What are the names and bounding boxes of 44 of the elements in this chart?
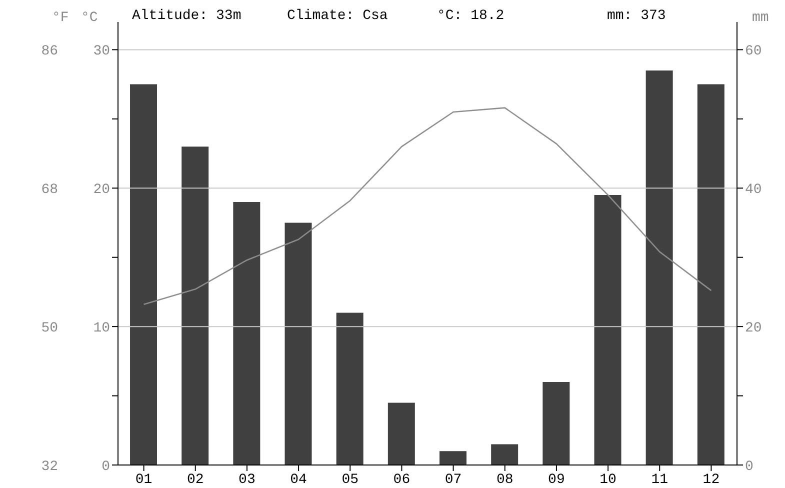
bar	[182, 146, 209, 465]
x-tick-label: 04	[290, 472, 307, 488]
y3-tick-label: 32	[41, 458, 58, 475]
bar	[336, 312, 364, 465]
bar	[542, 382, 570, 465]
y2-axis-title: mm	[752, 10, 769, 26]
bar	[233, 202, 260, 465]
x-tick-label: 12	[702, 472, 720, 488]
x-tick-label: 03	[238, 472, 256, 488]
y-tick-label: 20	[93, 182, 110, 198]
y2-tick-label: 40	[745, 182, 762, 198]
annotation: mm: 373	[607, 8, 667, 24]
y3-axis-title: °F	[52, 10, 69, 26]
x-tick-label: 09	[548, 472, 565, 488]
annotation: Climate: Csa	[287, 8, 389, 24]
y3-tick-label: 86	[41, 44, 58, 60]
x-tick-label: 08	[496, 472, 514, 488]
x-tick-label: 05	[342, 472, 359, 488]
y2-tick-label: 60	[745, 44, 762, 60]
annotation: Altitude: 33m	[132, 8, 242, 24]
x-tick-label: 10	[600, 472, 616, 488]
x-tick-label: 11	[651, 472, 668, 488]
x-tick-label: 01	[135, 472, 152, 488]
x-tick-label: 02	[186, 472, 204, 488]
y-tick-label: 0	[102, 458, 110, 475]
y3-tick-label: 68	[41, 182, 58, 198]
bar	[130, 84, 157, 465]
bar	[284, 222, 312, 465]
annotation: °C: 18.2	[437, 8, 506, 24]
y-tick-label: 10	[93, 320, 110, 337]
y-axis-title: °C	[81, 10, 98, 26]
x-tick-label: 07	[444, 472, 462, 488]
bar	[491, 444, 518, 465]
line-series	[143, 107, 712, 306]
bar	[697, 84, 724, 465]
bar	[594, 195, 622, 465]
y2-tick-label: 0	[745, 458, 754, 475]
y-tick-label: 30	[93, 44, 110, 60]
y2-tick-label: 20	[745, 320, 762, 337]
x-tick-label: 06	[393, 472, 410, 488]
bar	[440, 451, 466, 465]
y3-tick-label: 50	[41, 320, 58, 337]
bar	[388, 402, 415, 465]
bar	[646, 70, 673, 465]
